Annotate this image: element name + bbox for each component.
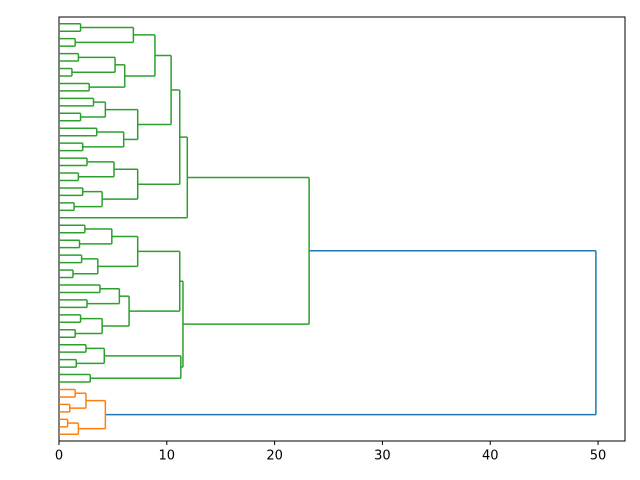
x-tick-label: 10	[159, 449, 176, 464]
x-tick-label: 50	[590, 449, 607, 464]
x-tick-label: 20	[266, 449, 283, 464]
plot-frame	[58, 16, 626, 442]
x-tick-label: 40	[482, 449, 499, 464]
x-tick-label: 30	[374, 449, 391, 464]
x-tick-label: 0	[55, 449, 63, 464]
